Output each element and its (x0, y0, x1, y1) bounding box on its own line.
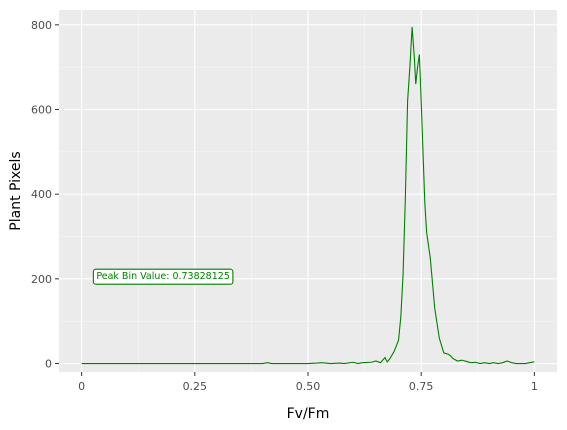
annotation-box (92, 268, 234, 285)
y-axis: 0 200 400 600 800 (31, 19, 59, 371)
x-axis-title: Fv/Fm (287, 406, 330, 422)
annotation-text: Peak Bin Value: 0.73828125 (96, 271, 230, 282)
peak-bin-annotation: Peak Bin Value: 0.73828125 (92, 268, 234, 285)
y-tick-label: 200 (31, 273, 52, 286)
x-tick-label: 0 (78, 380, 85, 393)
series-line-fv-fm (81, 26, 535, 365)
x-tick-label: 0.75 (409, 380, 434, 393)
y-axis-title: Plant Pixels (8, 151, 24, 230)
y-tick-label: 800 (31, 19, 52, 32)
x-tick-label: 1 (531, 380, 538, 393)
y-tick-label: 0 (45, 358, 52, 371)
x-tick-label: 0.50 (296, 380, 321, 393)
x-tick-label: 0.25 (183, 380, 208, 393)
x-axis: 0 0.25 0.50 0.75 1 (78, 372, 538, 393)
y-tick-label: 600 (31, 103, 52, 116)
y-tick-label: 400 (31, 188, 52, 201)
